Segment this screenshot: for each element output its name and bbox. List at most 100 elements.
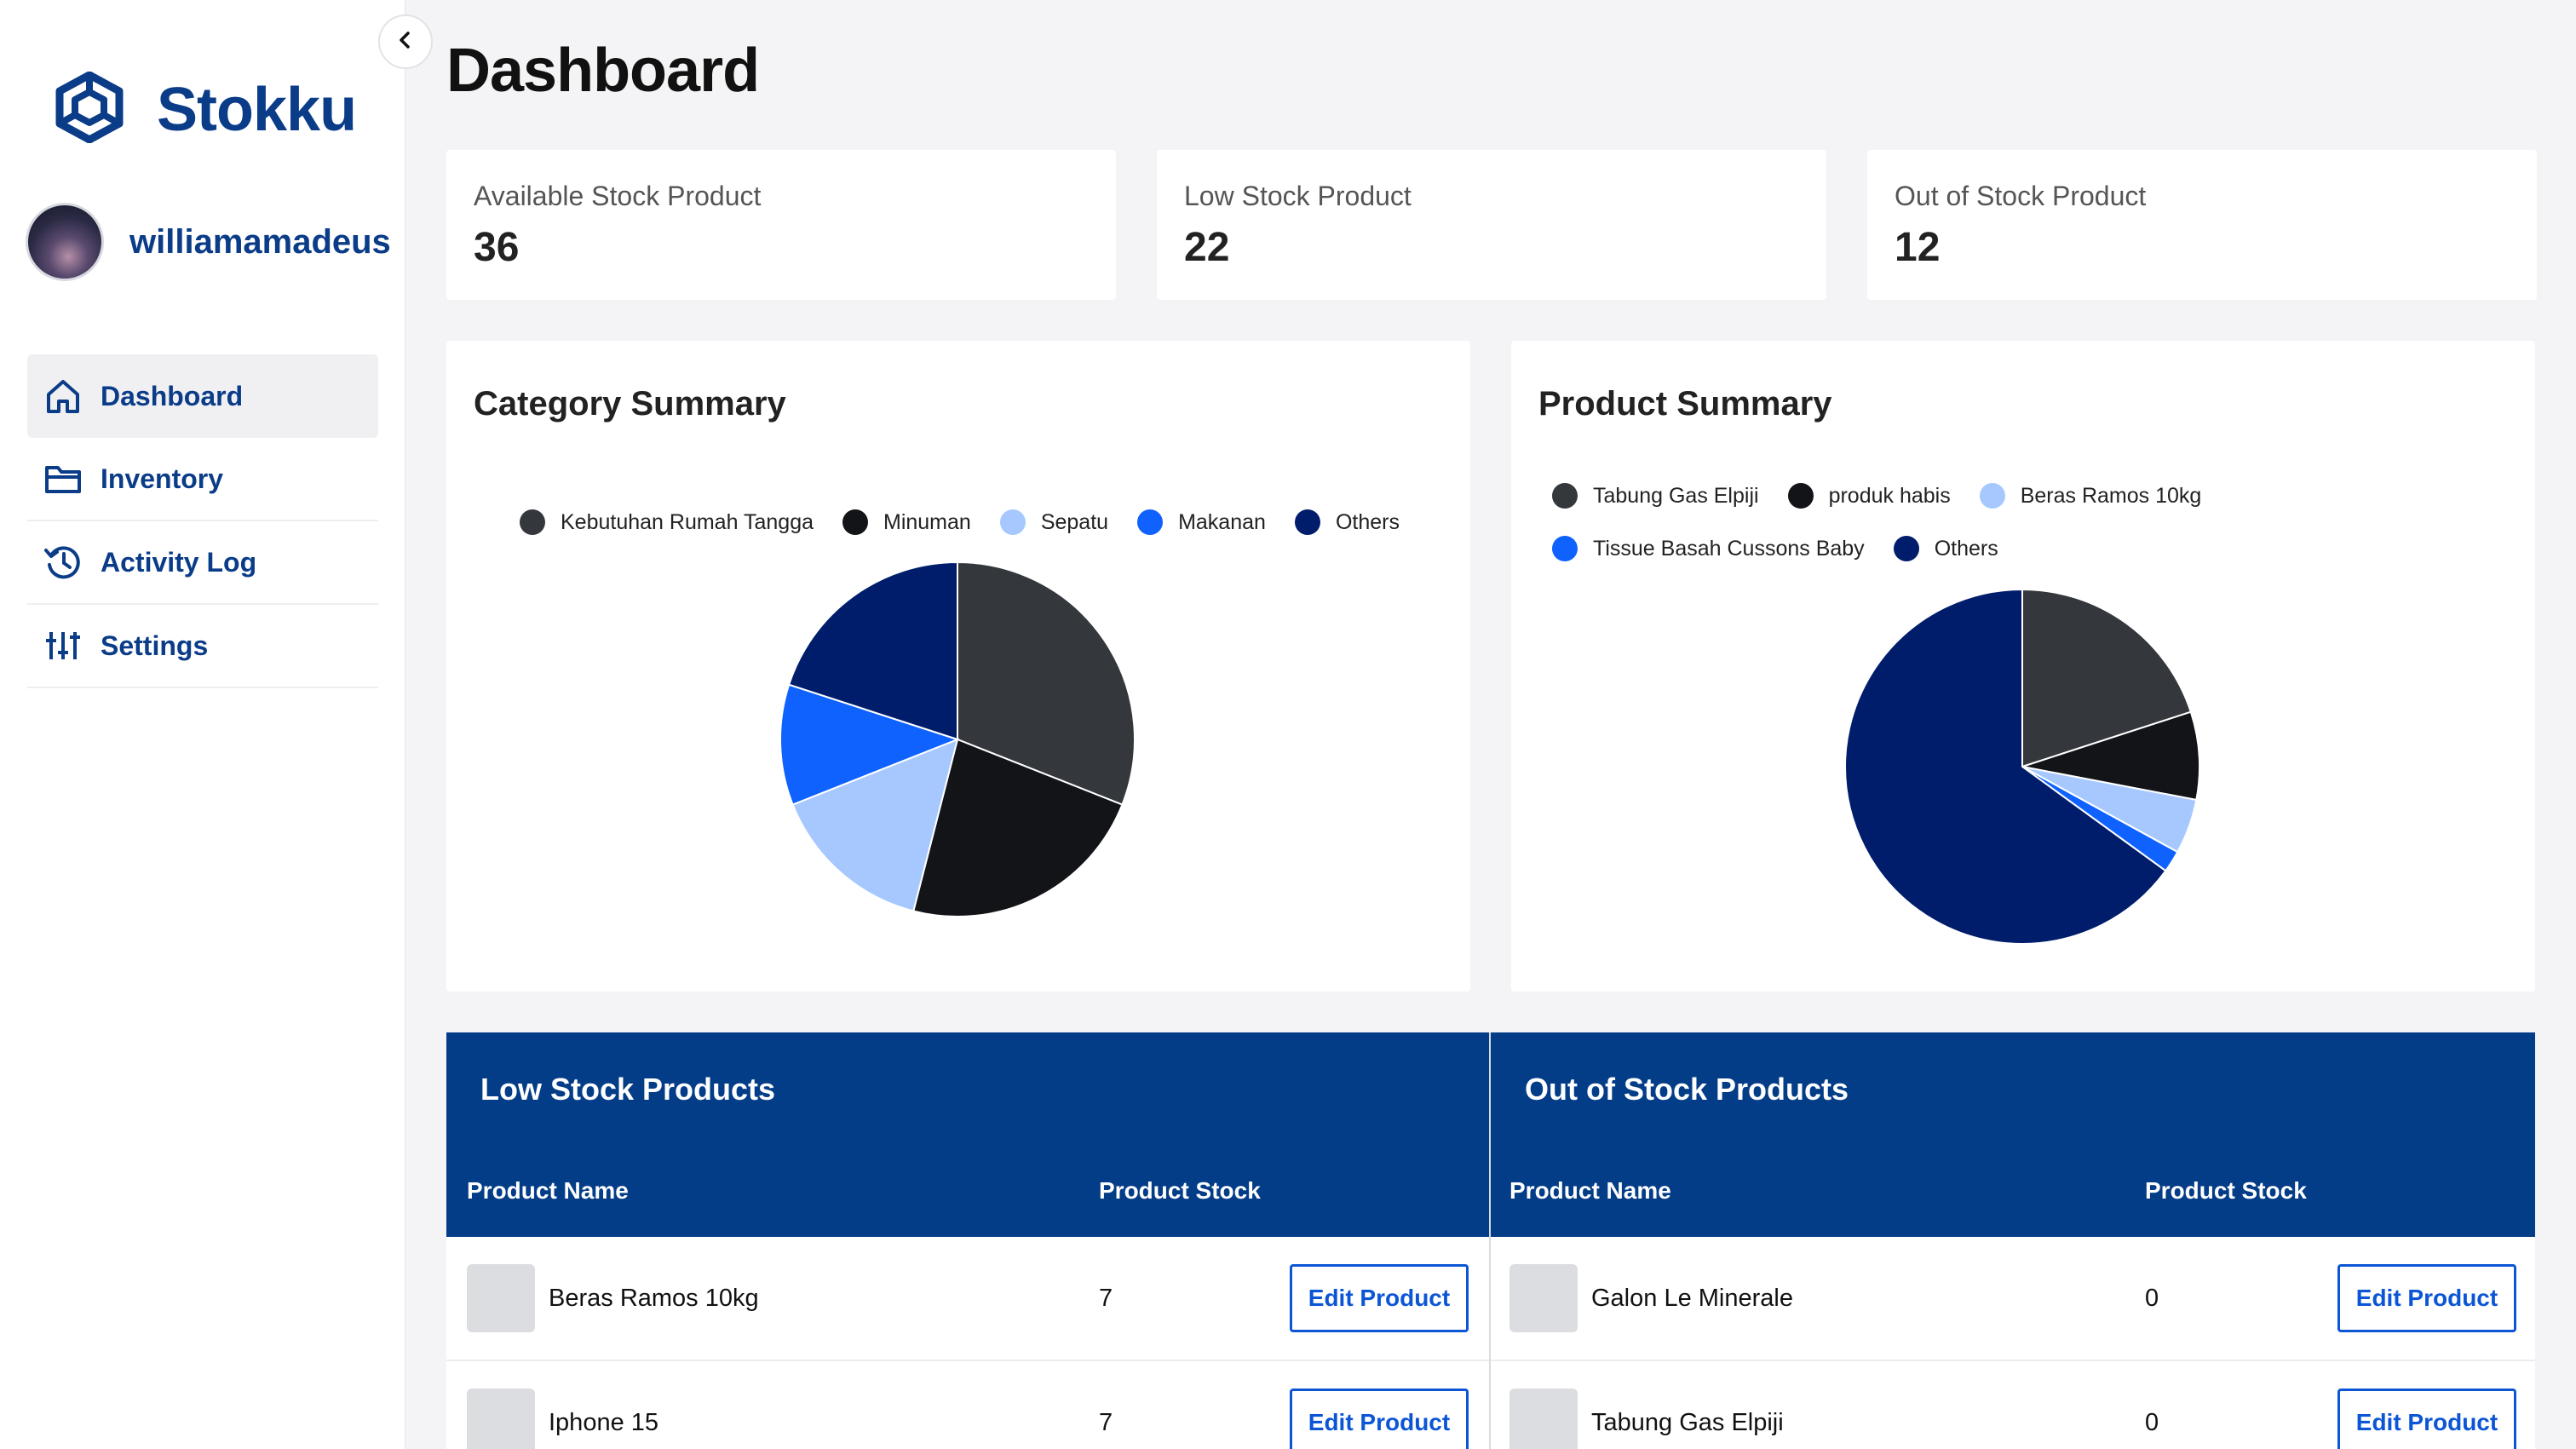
chevron-left-icon [395, 30, 416, 55]
legend-swatch [520, 509, 545, 535]
product-stock: 0 [2145, 1409, 2159, 1436]
page-title: Dashboard [446, 37, 760, 105]
chart-legend: Tabung Gas Elpiji produk habis Beras Ramos… [1552, 469, 2251, 575]
sidebar-item-label: Activity Log [101, 546, 257, 578]
legend-swatch [1137, 509, 1164, 535]
product-name: Beras Ramos 10kg [549, 1285, 759, 1312]
legend-swatch [1552, 483, 1578, 509]
sidebar-item-inventory[interactable]: Inventory [27, 438, 378, 521]
table-header: Out of Stock Products Product Name Produ… [1491, 1032, 2535, 1237]
chart-title: Product Summary [1538, 385, 1832, 423]
stat-label: Low Stock Product [1184, 181, 1412, 211]
table-row: Iphone 15 7 Edit Product [446, 1361, 1489, 1449]
stat-value: 36 [474, 225, 520, 270]
brand[interactable]: Stokku [55, 71, 357, 147]
legend-swatch [999, 509, 1026, 535]
legend-label: Tabung Gas Elpiji [1593, 483, 1759, 508]
edit-product-button[interactable]: Edit Product [1290, 1389, 1469, 1449]
sidebar: Stokku williamamadeus Dashboard Inventor… [0, 0, 405, 1449]
pie-slice-others[interactable] [1844, 588, 2167, 945]
sidebar-item-label: Inventory [101, 463, 224, 494]
legend-label: Minuman [883, 509, 971, 534]
edit-product-button[interactable]: Edit Product [1290, 1264, 1469, 1332]
table-title: Low Stock Products [480, 1072, 776, 1107]
home-icon [43, 376, 83, 417]
product-stock: 0 [2145, 1285, 2159, 1312]
table-header: Low Stock Products Product Name Product … [446, 1032, 1489, 1237]
legend-label: Beras Ramos 10kg [2020, 483, 2202, 508]
column-header-product-stock: Product Stock [2145, 1177, 2307, 1204]
stat-card-available: Available Stock Product 36 [446, 150, 1116, 300]
legend-item[interactable]: Others [1294, 496, 1400, 549]
user-profile[interactable]: williamamadeus [26, 203, 391, 281]
legend-item[interactable]: Makanan [1137, 496, 1266, 549]
stat-card-low-stock: Low Stock Product 22 [1157, 150, 1826, 300]
product-stock: 7 [1099, 1409, 1113, 1436]
column-header-product-name: Product Name [1509, 1177, 1671, 1204]
product-summary-card: Product Summary Tabung Gas Elpiji produk … [1511, 341, 2535, 992]
product-name: Iphone 15 [549, 1409, 659, 1436]
edit-product-button[interactable]: Edit Product [2337, 1264, 2516, 1332]
chart-legend: Kebutuhan Rumah Tangga Minuman Sepatu Makan… [520, 496, 1457, 549]
legend-label: Kebutuhan Rumah Tangga [561, 509, 814, 534]
legend-swatch [1979, 483, 2005, 509]
brand-name: Stokku [157, 75, 357, 144]
product-name: Tabung Gas Elpiji [1591, 1409, 1784, 1436]
out-of-stock-table: Out of Stock Products Product Name Produ… [1491, 1032, 2535, 1449]
legend-swatch [842, 509, 868, 535]
pie-slice-minuman[interactable] [912, 738, 1124, 917]
legend-label: Others [1335, 509, 1400, 534]
stat-card-out-of-stock: Out of Stock Product 12 [1867, 150, 2537, 300]
legend-item[interactable]: Tabung Gas Elpiji [1552, 469, 1759, 522]
pie-slice-produk-habis[interactable] [2021, 710, 2200, 802]
sidebar-nav: Dashboard Inventory Activity Log Setting… [27, 354, 378, 688]
legend-item[interactable]: Beras Ramos 10kg [1979, 469, 2202, 522]
history-icon [43, 542, 83, 583]
table-title: Out of Stock Products [1525, 1072, 1849, 1107]
legend-swatch [1294, 509, 1320, 535]
sidebar-item-dashboard[interactable]: Dashboard [27, 354, 378, 438]
product-thumbnail [1509, 1264, 1578, 1332]
legend-item[interactable]: Others [1893, 522, 1998, 575]
product-thumbnail [467, 1389, 535, 1449]
low-stock-table: Low Stock Products Product Name Product … [446, 1032, 1489, 1449]
legend-item[interactable]: Minuman [842, 496, 971, 549]
sidebar-item-activity-log[interactable]: Activity Log [27, 521, 378, 605]
edit-product-button[interactable]: Edit Product [2337, 1389, 2516, 1449]
column-header-product-name: Product Name [467, 1177, 629, 1204]
avatar [26, 203, 104, 281]
legend-label: Others [1934, 536, 1998, 561]
stat-label: Available Stock Product [474, 181, 762, 211]
legend-item[interactable]: Sepatu [999, 496, 1108, 549]
sidebar-item-label: Dashboard [101, 380, 244, 411]
collapse-sidebar-button[interactable] [378, 14, 433, 69]
legend-item[interactable]: Tissue Basah Cussons Baby [1552, 522, 1865, 575]
sidebar-item-label: Settings [101, 630, 209, 661]
sliders-icon [43, 625, 83, 666]
logo-icon [55, 71, 124, 147]
pie-slice-others[interactable] [787, 561, 958, 741]
product-stock: 7 [1099, 1285, 1113, 1312]
legend-swatch [1552, 536, 1578, 561]
pie-slice-tabung-gas-elpiji[interactable] [2021, 588, 2193, 768]
pie-slice-kebutuhan-rumah-tangga[interactable] [957, 561, 1136, 806]
pie-slice-sepatu[interactable] [791, 738, 959, 912]
chart-title: Category Summary [474, 385, 786, 423]
product-thumbnail [467, 1264, 535, 1332]
stat-value: 22 [1184, 225, 1230, 270]
legend-label: produk habis [1828, 483, 1951, 508]
table-row: Galon Le Minerale 0 Edit Product [1491, 1237, 2535, 1361]
stat-label: Out of Stock Product [1895, 181, 2147, 211]
sidebar-item-settings[interactable]: Settings [27, 605, 378, 688]
legend-item[interactable]: produk habis [1787, 469, 1951, 522]
legend-item[interactable]: Kebutuhan Rumah Tangga [520, 496, 814, 549]
table-row: Beras Ramos 10kg 7 Edit Product [446, 1237, 1489, 1361]
table-row: Tabung Gas Elpiji 0 Edit Product [1491, 1361, 2535, 1449]
legend-swatch [1893, 536, 1919, 561]
product-name: Galon Le Minerale [1591, 1285, 1793, 1312]
column-header-product-stock: Product Stock [1099, 1177, 1261, 1204]
legend-swatch [1787, 483, 1814, 509]
table-divider [1489, 1032, 1491, 1449]
pie-slice-makanan[interactable] [779, 683, 960, 806]
folder-icon [43, 458, 83, 499]
